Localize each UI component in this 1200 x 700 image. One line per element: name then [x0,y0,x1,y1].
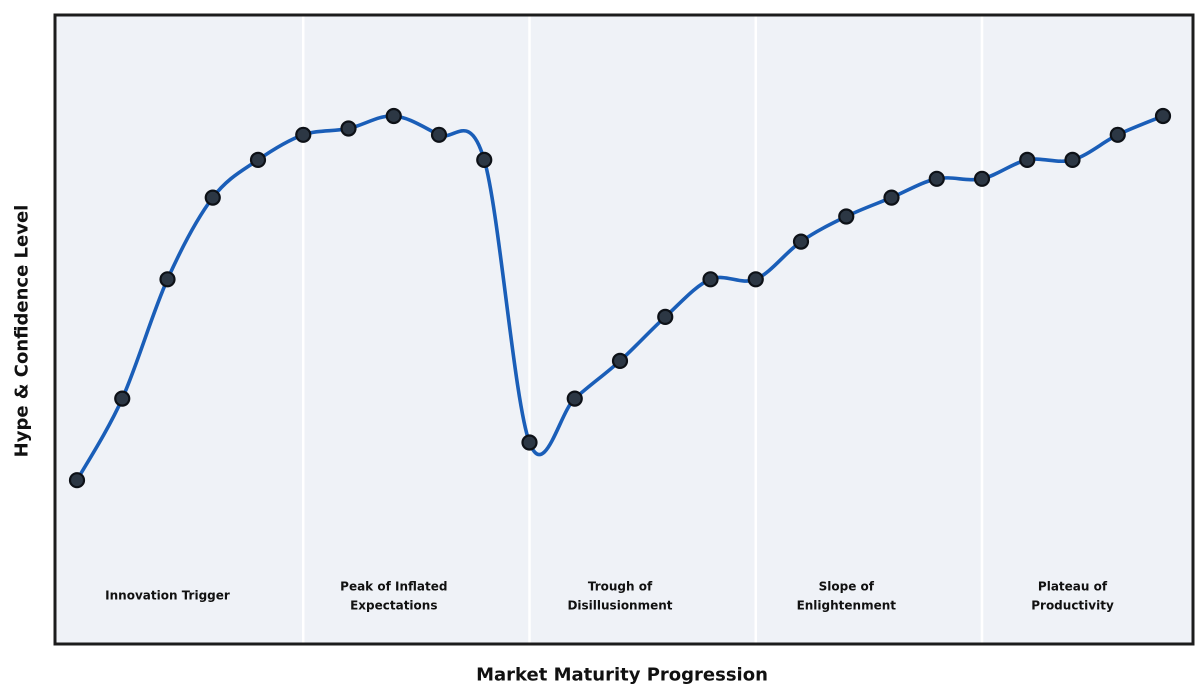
data-point [973,170,991,187]
data-point [114,390,131,407]
phase-label-plateau-of-productivity: Plateau of Productivity [1031,579,1114,612]
data-point [566,390,583,407]
data-point [1154,107,1172,125]
phase-label-peak-of-inflated-expectations: Peak of Inflated Expectations [340,579,448,612]
data-point [702,271,719,288]
data-point [1019,151,1036,168]
data-point [747,271,764,288]
data-point [521,434,538,451]
data-point [385,107,402,125]
x-axis-title: Market Maturity Progression [476,664,768,686]
data-point [792,233,810,250]
data-point [1109,126,1126,143]
phase-label-innovation-trigger: Innovation Trigger [105,588,230,603]
data-point [928,170,945,187]
data-point [476,151,493,168]
plot-border [53,13,1195,646]
data-point [68,472,86,489]
data-point [340,120,357,137]
data-point [1064,151,1081,168]
phase-label-trough-of-disillusionment: Trough of Disillusionment [567,579,673,612]
data-point [657,308,674,325]
data-point [295,126,312,143]
plot-panel [55,15,1193,644]
phase-label-slope-of-enlightenment: Slope of Enlightenment [796,579,897,612]
data-point [430,126,448,143]
data-point [204,189,221,206]
data-point [883,189,900,206]
data-point [611,352,629,369]
data-point [159,271,176,288]
y-axis-title: Hype & Confidence Level [11,204,33,458]
data-point [249,151,267,168]
data-point [838,208,855,225]
